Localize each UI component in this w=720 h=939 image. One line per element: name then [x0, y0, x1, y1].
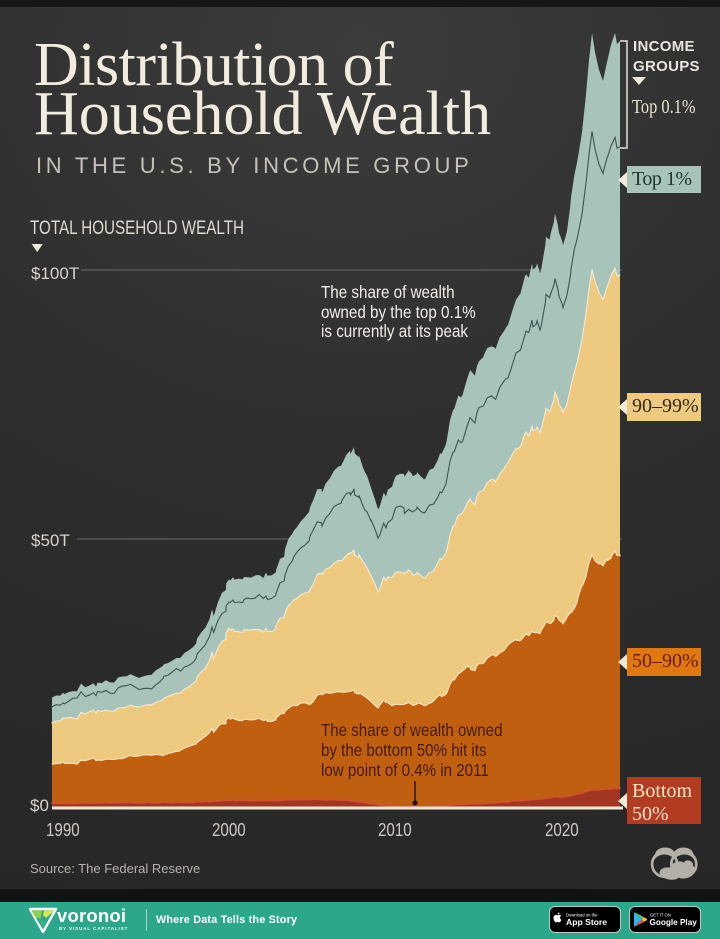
svg-text:GET IT ON: GET IT ON	[650, 912, 671, 917]
svg-text:Google Play: Google Play	[650, 918, 698, 927]
svg-text:Download on the: Download on the	[566, 912, 598, 917]
svg-text:App Store: App Store	[566, 917, 607, 927]
